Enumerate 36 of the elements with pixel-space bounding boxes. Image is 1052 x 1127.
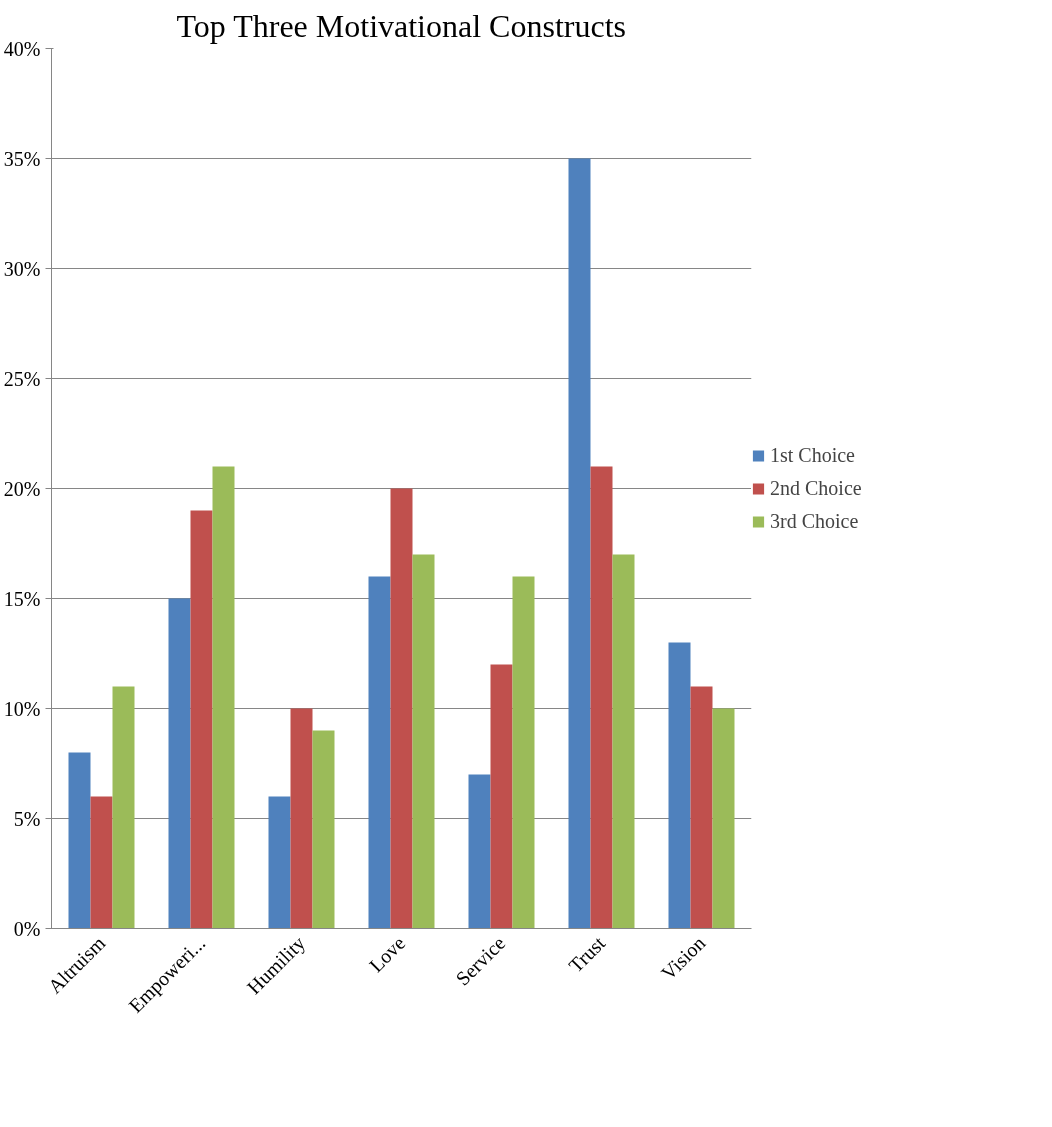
y-tick-label: 0% bbox=[13, 917, 41, 940]
y-tick-label: 35% bbox=[3, 147, 41, 170]
bar bbox=[512, 576, 535, 929]
y-tick-label: 30% bbox=[3, 257, 41, 280]
legend-label: 2nd Choice bbox=[770, 476, 862, 500]
bar bbox=[190, 510, 213, 929]
bar bbox=[268, 796, 291, 929]
bar bbox=[212, 466, 235, 929]
legend-label: 1st Choice bbox=[770, 443, 855, 467]
bar bbox=[412, 554, 435, 929]
chart-title: Top Three Motivational Constructs bbox=[176, 7, 626, 44]
bar bbox=[712, 708, 735, 929]
bar bbox=[590, 466, 613, 929]
bar bbox=[90, 796, 113, 929]
y-tick-label: 10% bbox=[3, 697, 41, 720]
x-tick-label: Trust bbox=[564, 931, 610, 977]
bar bbox=[112, 686, 135, 929]
y-tick-label: 40% bbox=[3, 37, 41, 60]
legend-label: 3rd Choice bbox=[770, 509, 859, 533]
bar bbox=[690, 686, 713, 929]
y-tick-label: 20% bbox=[3, 477, 41, 500]
bar bbox=[68, 752, 91, 929]
y-tick-label: 15% bbox=[3, 587, 41, 610]
bar bbox=[312, 730, 335, 929]
y-tick-label: 25% bbox=[3, 367, 41, 390]
bar bbox=[390, 488, 413, 929]
bar bbox=[368, 576, 391, 929]
bar bbox=[568, 158, 591, 929]
bar bbox=[612, 554, 635, 929]
bar bbox=[290, 708, 313, 929]
bar bbox=[168, 598, 191, 929]
bar bbox=[490, 664, 513, 929]
bar bbox=[468, 774, 491, 929]
y-tick-label: 5% bbox=[13, 807, 41, 830]
bar bbox=[668, 642, 691, 929]
x-tick-label: Love bbox=[364, 931, 410, 977]
